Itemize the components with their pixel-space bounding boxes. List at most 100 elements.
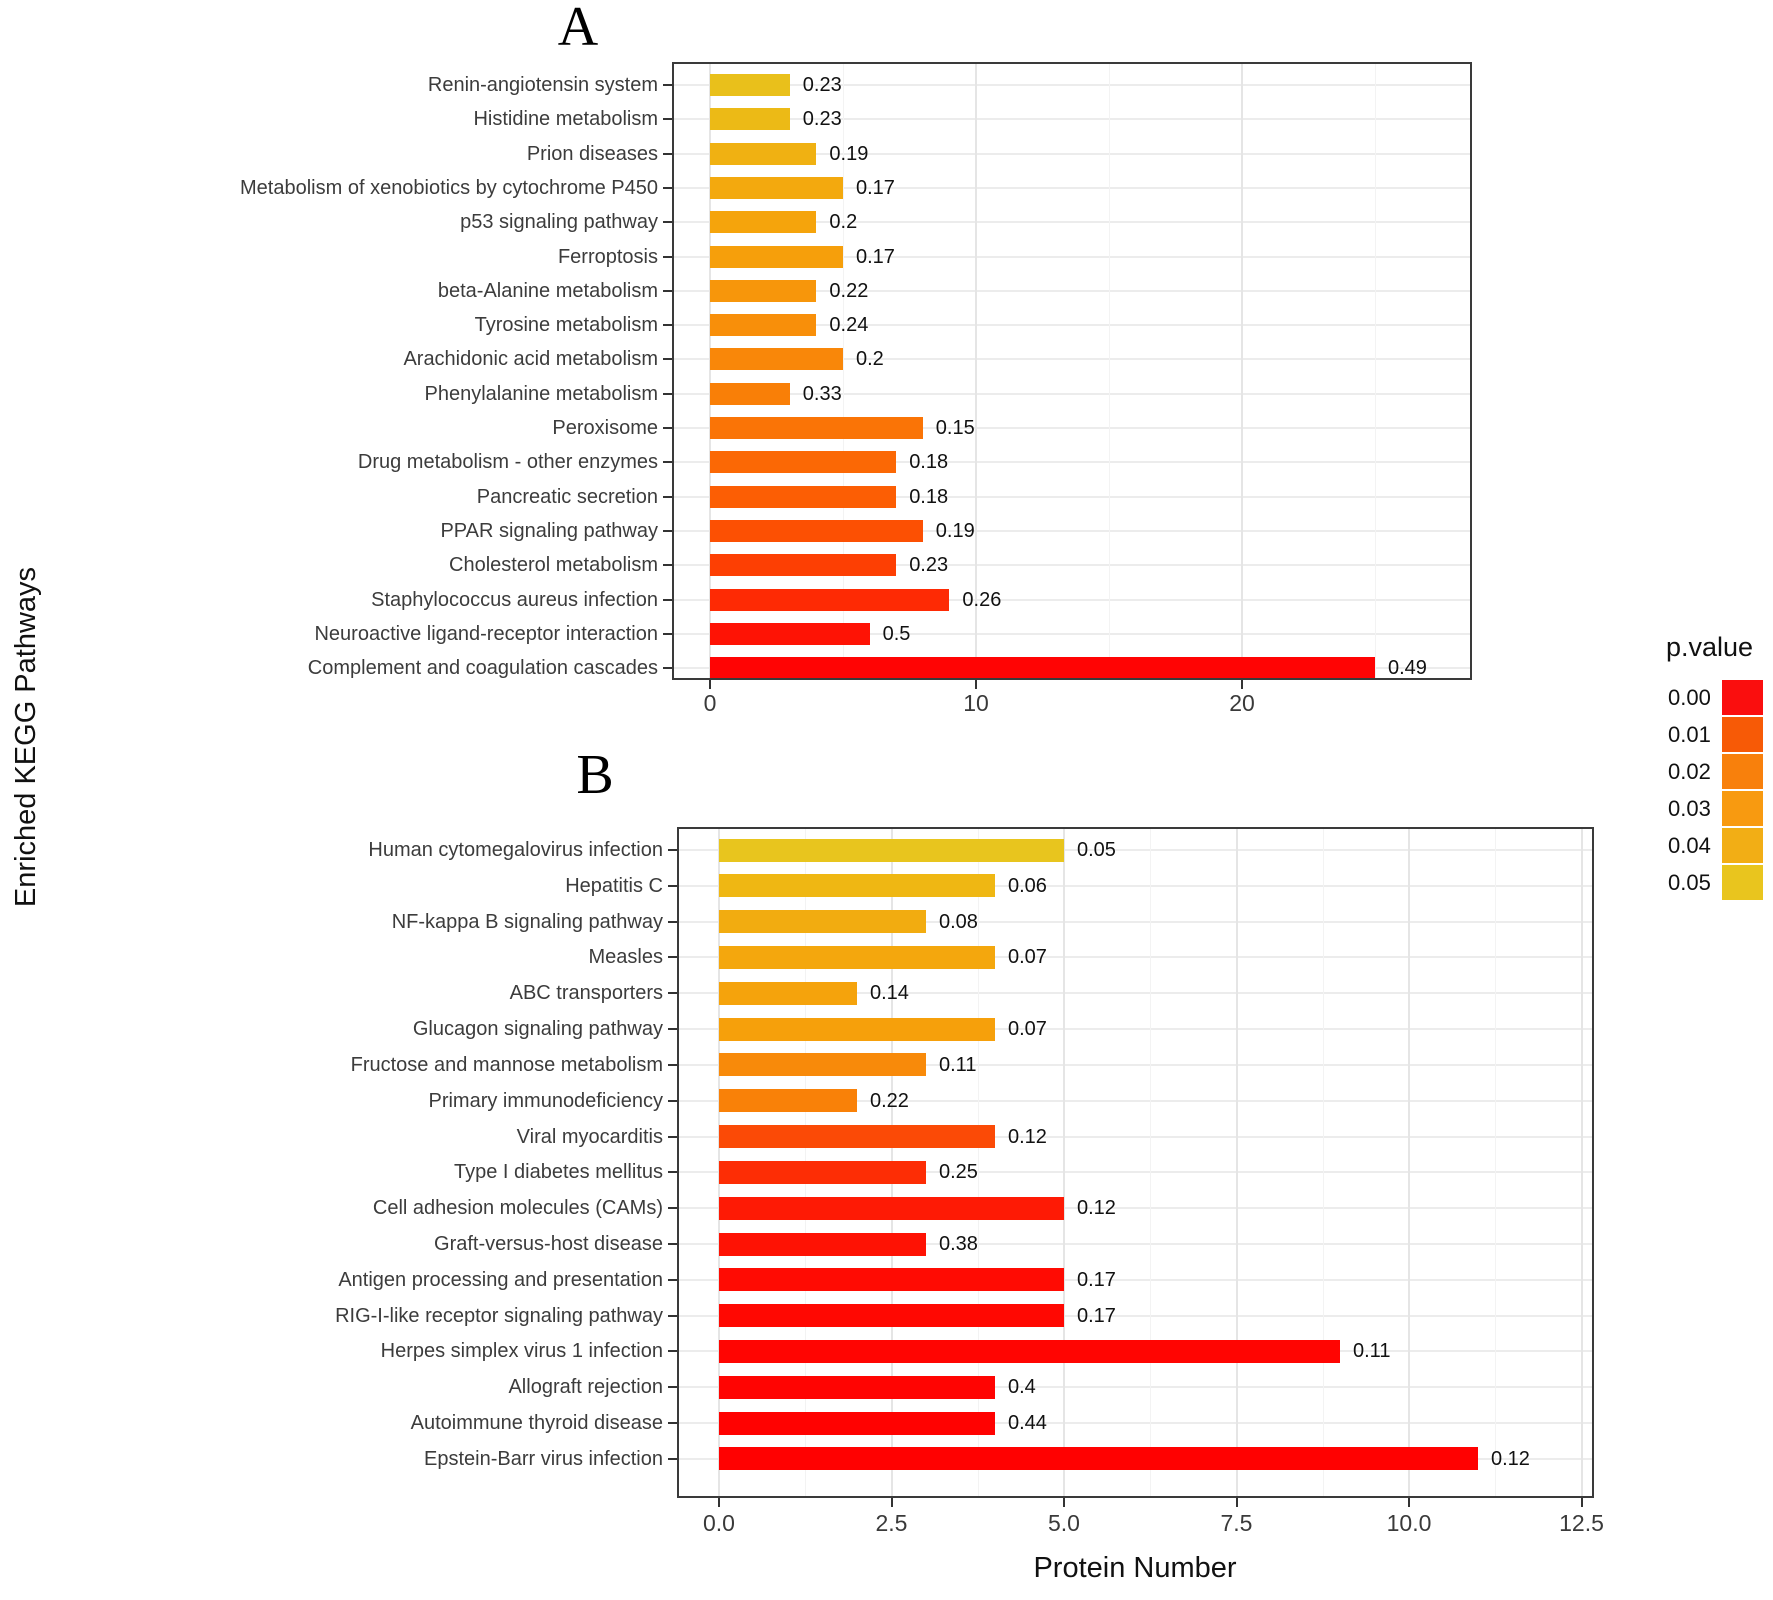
- bar-value-label: 0.22: [829, 279, 869, 302]
- y-tick-mark: [668, 1171, 677, 1174]
- legend-swatch: [1722, 717, 1763, 752]
- bar-value-label: 0.26: [962, 588, 1002, 611]
- bar: [719, 1339, 1340, 1363]
- bar: [719, 1160, 926, 1184]
- y-tick-mark: [668, 1350, 677, 1353]
- legend-label: 0.03: [1668, 796, 1711, 821]
- x-tick-mark: [975, 680, 977, 689]
- gridline-h: [672, 324, 1472, 327]
- x-axis-title: Protein Number: [1033, 1552, 1237, 1584]
- bar: [710, 74, 790, 96]
- category-label: Primary immunodeficiency: [428, 1089, 663, 1112]
- bar: [719, 1125, 995, 1149]
- x-tick-mark: [1580, 1498, 1583, 1507]
- x-tick-label: 10: [963, 690, 989, 716]
- gridline-h: [677, 1314, 1594, 1317]
- gridline-h: [677, 920, 1594, 923]
- gridline-h: [672, 529, 1472, 532]
- category-label: RIG-I-like receptor signaling pathway: [335, 1304, 663, 1327]
- bar: [719, 1411, 995, 1435]
- bar: [719, 945, 995, 969]
- plot-panel-border: [677, 827, 1594, 1498]
- bar: [710, 554, 897, 577]
- gridline-h: [677, 1028, 1594, 1031]
- bar: [719, 1232, 926, 1256]
- gridline-h: [672, 427, 1472, 429]
- category-label: Pancreatic secretion: [476, 485, 658, 508]
- bar: [710, 451, 897, 474]
- bar: [719, 1447, 1478, 1471]
- legend-label: 0.02: [1668, 759, 1711, 784]
- gridline-h: [677, 1063, 1594, 1066]
- gridline-h: [672, 118, 1472, 121]
- bar: [719, 1268, 1064, 1292]
- x-tick-mark: [1063, 1498, 1065, 1507]
- legend-label: 0.01: [1668, 722, 1711, 747]
- plot-panel-border: [672, 62, 1472, 680]
- category-label: NF-kappa B signaling pathway: [391, 910, 663, 933]
- gridline-h: [677, 1243, 1594, 1246]
- bar: [710, 314, 817, 337]
- gridline-h: [672, 186, 1472, 189]
- y-tick-mark: [668, 1099, 677, 1102]
- category-label: Viral myocarditis: [516, 1125, 663, 1148]
- gridline-h: [672, 84, 1472, 86]
- bar: [710, 211, 817, 234]
- gridline-v-minor: [1150, 827, 1152, 1498]
- y-tick-mark: [663, 598, 672, 601]
- legend-swatch: [1722, 791, 1763, 826]
- gridline-v-minor: [1375, 62, 1376, 680]
- bar: [710, 588, 950, 611]
- y-tick-mark: [668, 849, 677, 851]
- bar-value-label: 0.17: [1077, 1304, 1116, 1327]
- bar-value-label: 0.07: [1008, 946, 1047, 969]
- gridline-v-major: [1408, 827, 1410, 1498]
- y-tick-mark: [663, 667, 672, 670]
- bar: [710, 108, 790, 131]
- y-tick-mark: [663, 324, 672, 327]
- category-label: Metabolism of xenobiotics by cytochrome …: [240, 176, 658, 199]
- x-tick-mark: [1241, 680, 1243, 689]
- gridline-v-major: [1235, 827, 1238, 1498]
- y-tick-mark: [668, 1028, 677, 1031]
- gridline-h: [677, 1135, 1594, 1138]
- legend-label: 0.04: [1668, 833, 1711, 858]
- bar-value-label: 0.12: [1008, 1125, 1047, 1148]
- y-tick-mark: [663, 186, 672, 189]
- y-tick-mark: [663, 564, 672, 567]
- gridline-h: [677, 1099, 1594, 1102]
- gridline-h: [672, 358, 1472, 361]
- y-tick-mark: [663, 152, 672, 155]
- gridline-h: [677, 849, 1594, 851]
- y-tick-mark: [663, 118, 672, 121]
- category-label: beta-Alanine metabolism: [437, 279, 658, 302]
- bar: [710, 382, 790, 405]
- y-tick-mark: [663, 358, 672, 361]
- bar-value-label: 0.5: [882, 622, 911, 645]
- y-tick-mark: [668, 992, 677, 995]
- bar: [710, 485, 897, 508]
- bar-value-label: 0.11: [1353, 1340, 1391, 1363]
- bar: [719, 1017, 995, 1041]
- y-tick-mark: [668, 1386, 677, 1389]
- category-label: Prion diseases: [526, 142, 658, 165]
- gridline-v-major: [1241, 62, 1243, 680]
- x-tick-label: 2.5: [875, 1510, 908, 1536]
- x-tick-mark: [718, 1498, 720, 1507]
- category-label: Measles: [588, 946, 663, 969]
- x-tick-mark: [709, 680, 711, 689]
- y-tick-mark: [668, 1457, 677, 1460]
- category-label: Epstein-Barr virus infection: [424, 1447, 663, 1470]
- bar-value-label: 0.11: [939, 1053, 977, 1076]
- x-tick-label: 20: [1229, 690, 1255, 716]
- category-label: p53 signaling pathway: [460, 211, 658, 234]
- gridline-h: [677, 1422, 1594, 1425]
- gridline-h: [677, 1278, 1594, 1281]
- category-label: Drug metabolism - other enzymes: [357, 451, 658, 474]
- bar-value-label: 0.19: [829, 142, 869, 165]
- gridline-h: [672, 255, 1472, 258]
- category-label: Allograft rejection: [508, 1376, 663, 1399]
- gridline-h: [677, 1386, 1594, 1389]
- y-tick-mark: [663, 255, 672, 258]
